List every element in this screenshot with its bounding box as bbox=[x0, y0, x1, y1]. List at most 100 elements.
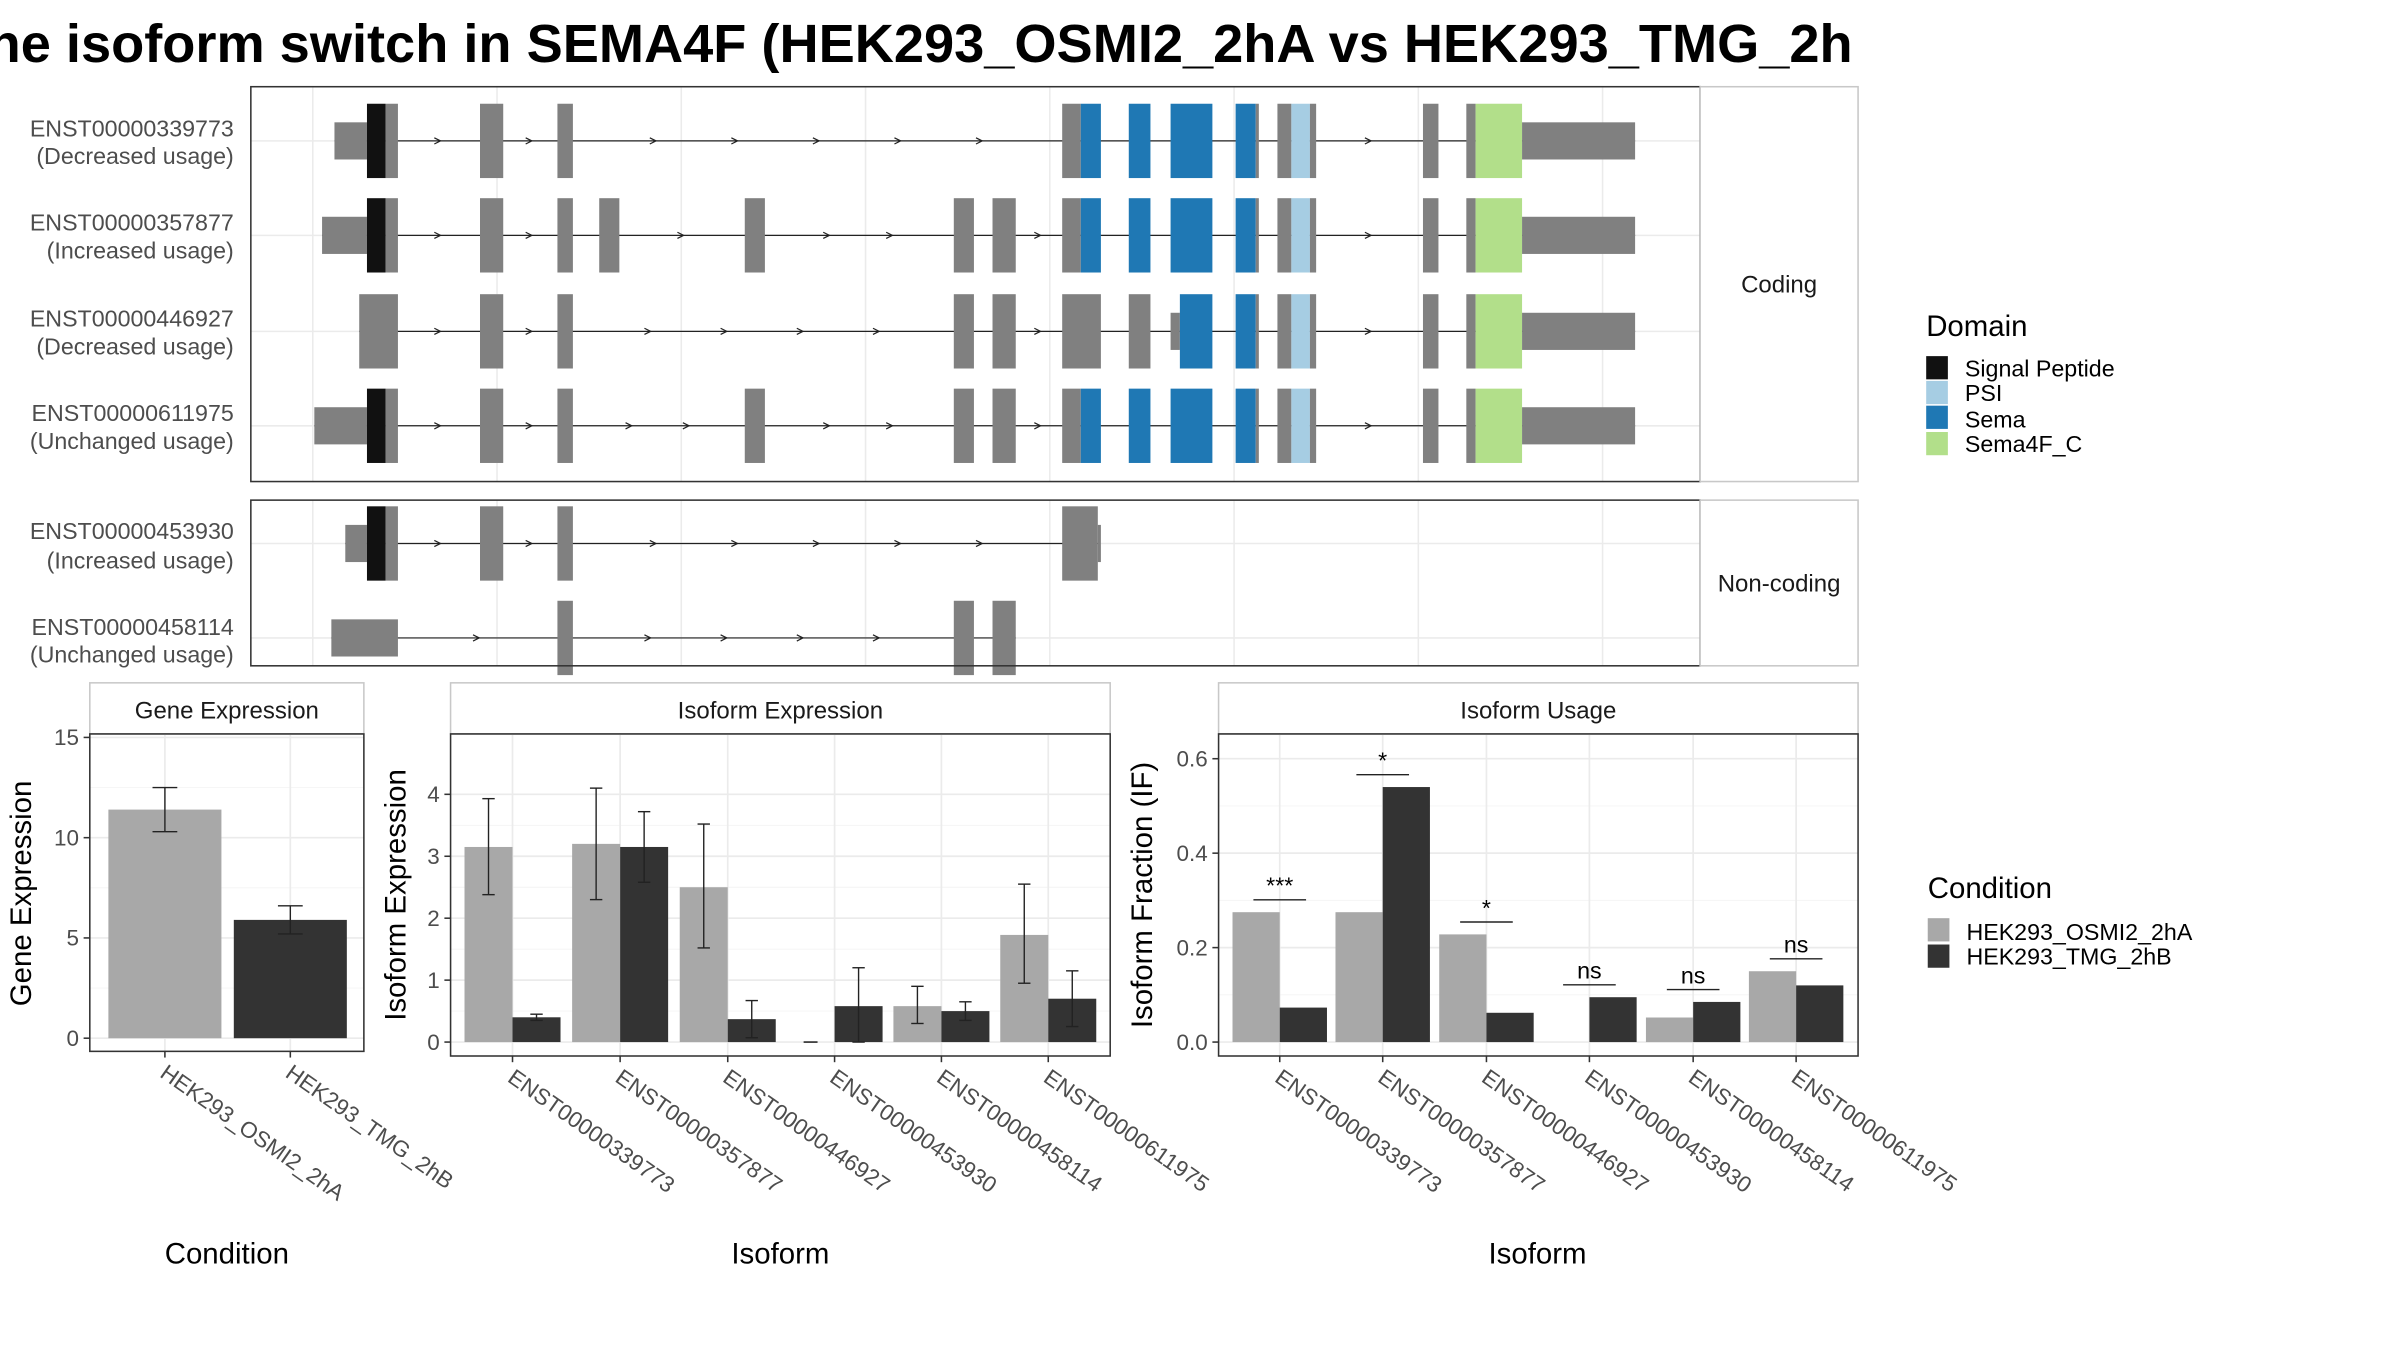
figure-title: ne isoform switch in SEMA4F (HEK293_OSMI… bbox=[0, 14, 1853, 74]
chart-title: Gene Expression bbox=[135, 697, 319, 724]
exon-block bbox=[1422, 294, 1439, 369]
exon-block bbox=[1422, 198, 1439, 273]
direction-arrow bbox=[434, 539, 442, 548]
exon-block bbox=[1475, 294, 1523, 369]
transcript-usage-label: (Unchanged usage) bbox=[30, 642, 234, 668]
direction-arrow bbox=[1364, 231, 1373, 240]
exon-block bbox=[480, 294, 504, 369]
legend-swatch-signal-peptide bbox=[1926, 356, 1948, 380]
chart-title: Isoform Usage bbox=[1460, 697, 1616, 724]
exon-block bbox=[1277, 198, 1292, 273]
bar bbox=[1335, 912, 1383, 1043]
transcript-usage-label: (Increased usage) bbox=[47, 547, 234, 573]
exon-block bbox=[1422, 103, 1439, 179]
exon-block bbox=[1466, 103, 1476, 179]
exon-block bbox=[1128, 388, 1151, 463]
direction-arrow bbox=[525, 327, 534, 336]
transcript-labels: ENST00000339773 (Decreased usage) ENST00… bbox=[30, 115, 234, 667]
condition-legend: Condition HEK293_OSMI2_2hA HEK293_TMG_2h… bbox=[1927, 872, 2193, 970]
y-tick-label: 0.2 bbox=[1177, 935, 1208, 960]
exon-block bbox=[599, 198, 620, 273]
coding-strip-label: Coding bbox=[1741, 272, 1817, 299]
exon-block bbox=[953, 600, 974, 676]
y-tick-label: 1 bbox=[427, 968, 439, 993]
exon-block bbox=[557, 103, 573, 179]
exon-block bbox=[366, 506, 386, 581]
plot-border bbox=[1217, 733, 1859, 1057]
direction-arrow bbox=[1034, 231, 1042, 240]
exon-block bbox=[1097, 524, 1101, 563]
transcript-usage-label: (Unchanged usage) bbox=[30, 428, 234, 454]
legend-swatch-tmg bbox=[1927, 944, 1950, 968]
legend-label: Signal Peptide bbox=[1965, 355, 2115, 381]
exon-block bbox=[1170, 312, 1180, 350]
chart-marks bbox=[108, 786, 347, 1039]
direction-arrow bbox=[822, 422, 831, 430]
y-tick-label: 0.6 bbox=[1177, 746, 1208, 771]
exon-block bbox=[366, 103, 386, 179]
exon-block bbox=[1522, 122, 1636, 160]
exon-block bbox=[385, 388, 398, 463]
direction-arrow bbox=[434, 327, 442, 336]
exon-block bbox=[1235, 388, 1256, 463]
transcript-id-label: ENST00000446927 bbox=[30, 306, 234, 332]
exon-block bbox=[314, 407, 367, 445]
legend-label: Sema bbox=[1965, 406, 2026, 432]
exon-block bbox=[480, 506, 504, 581]
exon-block bbox=[1080, 198, 1101, 273]
exon-block bbox=[1062, 294, 1101, 369]
exon-block bbox=[1475, 103, 1523, 179]
y-tick-label: 4 bbox=[427, 782, 439, 807]
exon-block bbox=[1062, 198, 1081, 273]
exon-block bbox=[992, 198, 1016, 273]
significance-label: ns bbox=[1784, 932, 1809, 958]
exon-block bbox=[1255, 388, 1259, 463]
transcript-id-label: ENST00000458114 bbox=[32, 614, 234, 640]
exon-block bbox=[744, 388, 765, 463]
noncoding-strip bbox=[1699, 499, 1859, 667]
direction-arrow bbox=[720, 634, 729, 642]
y-tick-label: 0.0 bbox=[1177, 1030, 1208, 1055]
legend-label: HEK293_OSMI2_2hA bbox=[1966, 919, 2192, 945]
bar bbox=[233, 919, 347, 1039]
exon-block bbox=[1291, 294, 1310, 369]
exon-block bbox=[992, 294, 1016, 369]
direction-arrow bbox=[434, 137, 442, 145]
noncoding-panel-grid bbox=[250, 500, 1701, 666]
domain-legend: Domain Signal Peptide PSI Sema Sema4F_C bbox=[1926, 310, 2115, 457]
direction-arrow bbox=[885, 231, 894, 240]
legend-swatch-sema bbox=[1926, 405, 1948, 429]
x-tick-label: ENST00000339773 bbox=[1271, 1064, 1447, 1198]
y-tick-label: 2 bbox=[427, 906, 439, 931]
direction-arrow bbox=[525, 422, 534, 430]
y-tick-label: 5 bbox=[66, 926, 78, 951]
y-axis-label: Gene Expression bbox=[5, 781, 38, 1007]
transcript-id-label: ENST00000339773 bbox=[30, 115, 234, 141]
noncoding-strip-label: Non-coding bbox=[1718, 570, 1841, 597]
legend-label: Sema4F_C bbox=[1965, 431, 2082, 457]
significance-label: ns bbox=[1681, 962, 1706, 988]
plot-border bbox=[449, 733, 1111, 1057]
exon-block bbox=[1062, 388, 1081, 463]
exon-block bbox=[480, 103, 504, 179]
direction-arrow bbox=[682, 422, 691, 430]
chart-title: Isoform Expression bbox=[678, 697, 883, 724]
y-tick-label: 3 bbox=[427, 844, 439, 869]
direction-arrow bbox=[796, 634, 805, 642]
transcript-structure-panels: Coding Non-coding ENST00000339773 (Decre… bbox=[30, 85, 1859, 676]
exon-block bbox=[1170, 103, 1213, 179]
bar bbox=[1693, 1001, 1741, 1043]
exon-block bbox=[1080, 103, 1101, 179]
legend-label: PSI bbox=[1965, 380, 2002, 406]
legend-swatch-psi bbox=[1926, 380, 1948, 405]
direction-arrow bbox=[731, 137, 739, 145]
exon-block bbox=[557, 294, 573, 369]
exon-block bbox=[331, 619, 398, 657]
exon-block bbox=[1522, 216, 1636, 254]
isoform-expression-chart: Isoform Expression 0 1 2 3 4 ENST00000339773… bbox=[380, 682, 1214, 1270]
y-tick-label: 15 bbox=[54, 725, 79, 750]
exon-block bbox=[1128, 198, 1151, 273]
exon-block bbox=[992, 388, 1016, 463]
